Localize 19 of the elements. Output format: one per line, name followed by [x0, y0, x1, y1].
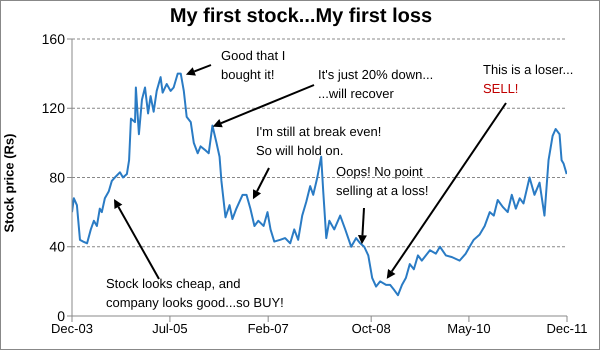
y-tick-label: 40: [49, 238, 66, 255]
x-tick-label: Dec-03: [51, 321, 93, 336]
x-tick-label: Jul-05: [152, 321, 188, 336]
annotation: Oops! No point selling at a loss!: [336, 164, 428, 198]
x-tick-label: Feb-07: [248, 321, 289, 336]
x-tick-label: Oct-08: [352, 321, 391, 336]
y-axis-title: Stock price (Rs): [2, 134, 17, 232]
annotation: Stock looks cheap, and company looks good...so BUY!: [106, 276, 284, 310]
chart-title: My first stock...My first loss: [168, 5, 434, 28]
x-tick-label: Dec-11: [546, 321, 588, 336]
y-tick-label: 80: [49, 169, 66, 186]
annotation: This is a loser... SELL!: [483, 62, 574, 96]
y-tick-label: 160: [42, 30, 66, 47]
annotation: Good that I bought it!: [221, 48, 286, 82]
annotation: It's just 20% down... ...will recover: [318, 67, 434, 101]
x-tick-label: May-10: [447, 321, 491, 336]
y-tick-label: 0: [57, 308, 66, 324]
annotation: I'm still at break even! So will hold on.: [256, 124, 382, 158]
y-tick-label: 120: [42, 100, 66, 116]
